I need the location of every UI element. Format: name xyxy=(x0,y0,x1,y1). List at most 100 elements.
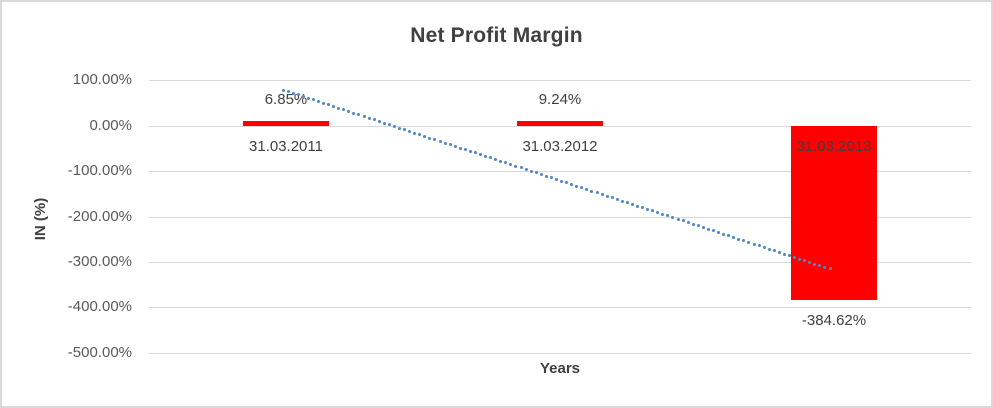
trendline-dot xyxy=(590,189,594,193)
trendline-dot xyxy=(732,235,736,239)
trendline-dot xyxy=(620,199,624,203)
trendline-dot xyxy=(382,121,386,125)
y-tick-label: 100.00% xyxy=(72,71,132,89)
trendline-dot xyxy=(686,221,690,225)
trendline-dot xyxy=(473,151,477,155)
trendline-dot xyxy=(580,186,584,190)
trendline-dot xyxy=(397,126,401,130)
category-label: 31.03.2013 xyxy=(796,138,872,155)
trendline-dot xyxy=(727,234,731,238)
trendline-dot xyxy=(362,115,366,119)
trendline-dot xyxy=(509,163,513,167)
trendline-dot xyxy=(661,212,665,216)
trendline-dot xyxy=(357,113,361,117)
trendline-dot xyxy=(641,206,645,210)
trendline-dot xyxy=(311,98,315,102)
series-bar xyxy=(517,120,603,126)
trendline-dot xyxy=(489,156,493,160)
trendline-dot xyxy=(722,232,726,236)
trendline-dot xyxy=(691,222,695,226)
y-tick-label: 0.00% xyxy=(89,116,132,134)
trendline-dot xyxy=(544,174,548,178)
trendline-dot xyxy=(443,141,447,145)
trendline-dot xyxy=(798,257,802,261)
trendline-dot xyxy=(296,93,300,97)
trendline-dot xyxy=(494,158,498,162)
trendline-dot xyxy=(519,166,523,170)
trendline-dot xyxy=(782,252,786,256)
trendline-dot xyxy=(762,245,766,249)
trendline-dot xyxy=(818,264,822,268)
gridline xyxy=(149,125,971,127)
trendline-dot xyxy=(696,224,700,228)
category-label: 31.03.2011 xyxy=(249,138,323,155)
trendline-dot xyxy=(529,169,533,173)
trendline-dot xyxy=(712,229,715,233)
trendline-dot xyxy=(605,194,609,198)
trendline-dot xyxy=(468,149,472,153)
trendline-dot xyxy=(408,129,412,133)
trendline-dot xyxy=(767,247,771,251)
trendline-dot xyxy=(757,244,761,248)
trendline-dot xyxy=(651,209,655,213)
trendline-dot xyxy=(448,143,452,147)
trendline-dot xyxy=(463,148,467,152)
trendline-dot xyxy=(337,106,341,110)
y-tick-label: -100.00% xyxy=(67,162,132,180)
trendline-dot xyxy=(301,95,305,99)
trendline-dot xyxy=(575,184,579,188)
data-label: 6.85% xyxy=(264,90,308,108)
trendline-dot xyxy=(438,139,442,143)
trendline-dot xyxy=(787,254,791,258)
trendline-dot xyxy=(717,231,721,235)
trendline-dot xyxy=(499,159,503,163)
trendline-dot xyxy=(803,259,807,263)
trendline-dot xyxy=(808,260,812,264)
trendline-dot xyxy=(625,201,629,205)
trendline-dot xyxy=(570,182,574,186)
trendline-dot xyxy=(377,120,381,123)
y-tick-label: -200.00% xyxy=(67,207,132,225)
trendline-dot xyxy=(793,255,797,259)
data-label: 9.24% xyxy=(538,90,582,108)
trendline-dot xyxy=(504,161,508,165)
gridline xyxy=(149,80,971,82)
trendline-dot xyxy=(681,219,685,223)
gridline xyxy=(149,307,971,309)
trendline-dot xyxy=(706,227,710,231)
y-tick-label: -500.00% xyxy=(67,343,132,361)
trendline-dot xyxy=(372,118,376,122)
trendline-dot xyxy=(453,144,457,148)
y-tick-label: -300.00% xyxy=(67,252,132,270)
trendline-dot xyxy=(281,88,285,92)
trendline-dot xyxy=(387,123,391,127)
trendline-dot xyxy=(403,128,407,132)
trendline-dot xyxy=(316,100,320,104)
chart-title: Net Profit Margin xyxy=(410,24,583,47)
x-axis-title: Years xyxy=(539,360,581,377)
trendline-dot xyxy=(291,91,295,95)
trendline-dot xyxy=(555,177,558,181)
trendline-dot xyxy=(565,181,569,185)
trendline-dot xyxy=(418,133,422,137)
trendline-dot xyxy=(322,101,326,105)
trendline-dot xyxy=(630,202,634,206)
trendline-dot xyxy=(828,267,832,271)
data-label: -384.62% xyxy=(801,312,867,330)
gridline xyxy=(149,171,971,173)
trendline-dot xyxy=(742,239,746,243)
trendline-dot xyxy=(347,110,351,114)
trendline-dot xyxy=(823,265,827,269)
trendline-dot xyxy=(306,96,310,100)
trendline-dot xyxy=(610,196,614,200)
trendline-dot xyxy=(332,105,336,109)
trendline-dot xyxy=(367,116,371,120)
trendline-dot xyxy=(595,191,599,195)
trendline-dot xyxy=(676,217,680,221)
series-bar xyxy=(243,120,329,126)
trendline-dot xyxy=(752,242,756,246)
trendline-dot xyxy=(342,108,346,112)
trendline-dot xyxy=(671,216,675,220)
trendline-dot xyxy=(636,204,640,208)
